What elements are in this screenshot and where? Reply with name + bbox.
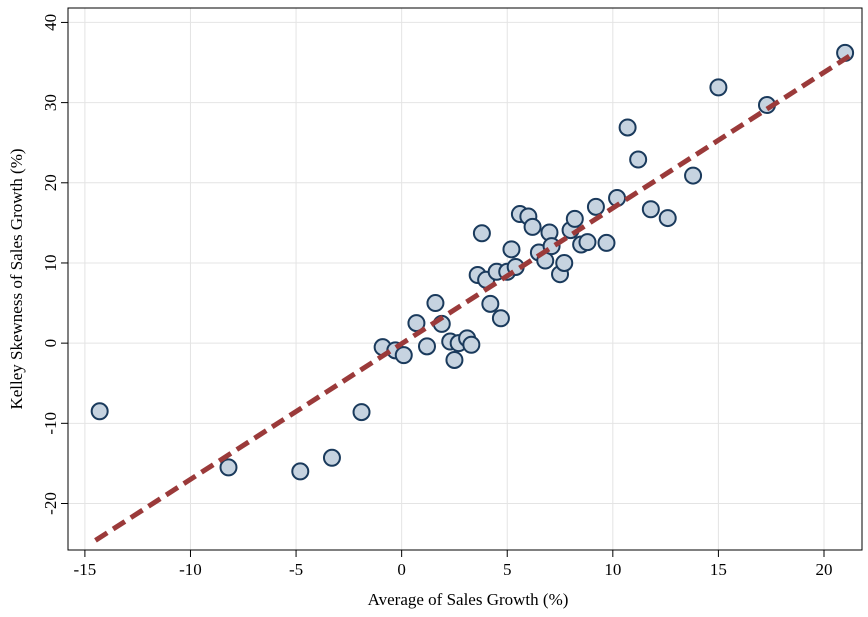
point	[586, 197, 605, 216]
point	[578, 233, 597, 252]
y-tick-label: 30	[41, 94, 60, 111]
point	[641, 200, 660, 219]
fit-line	[94, 54, 851, 543]
point	[491, 309, 510, 328]
y-tick-label: 40	[41, 14, 60, 31]
point	[658, 209, 677, 228]
point	[709, 78, 728, 97]
point	[565, 209, 584, 228]
y-tick-label: 20	[41, 174, 60, 191]
point	[291, 462, 310, 481]
plot-frame	[67, 7, 863, 551]
point	[481, 294, 500, 313]
point	[352, 403, 371, 422]
point	[394, 346, 413, 365]
x-tick-label: -15	[74, 560, 97, 579]
point	[462, 335, 481, 354]
point	[407, 314, 426, 333]
x-tick-label: 0	[397, 560, 406, 579]
point	[426, 294, 445, 313]
point	[219, 458, 238, 477]
point	[472, 224, 491, 243]
point	[555, 253, 574, 272]
x-axis-label: Average of Sales Growth (%)	[368, 590, 569, 609]
y-tick-label: -20	[41, 492, 60, 515]
point	[618, 118, 637, 137]
point	[445, 350, 464, 369]
point	[322, 448, 341, 467]
point	[523, 217, 542, 236]
y-tick-label: -10	[41, 412, 60, 435]
point	[684, 166, 703, 185]
y-tick-label: 0	[41, 339, 60, 348]
point	[597, 233, 616, 252]
y-tick-label: 10	[41, 254, 60, 271]
point	[417, 337, 436, 356]
y-axis-label: Kelley Skewness of Sales Growth (%)	[7, 148, 26, 409]
x-tick-label: 20	[815, 560, 832, 579]
point	[629, 150, 648, 169]
x-tick-label: -10	[179, 560, 202, 579]
point	[502, 240, 521, 259]
x-tick-label: 5	[503, 560, 512, 579]
point	[90, 402, 109, 421]
x-tick-label: -5	[289, 560, 303, 579]
x-tick-label: 10	[604, 560, 621, 579]
x-tick-label: 15	[710, 560, 727, 579]
